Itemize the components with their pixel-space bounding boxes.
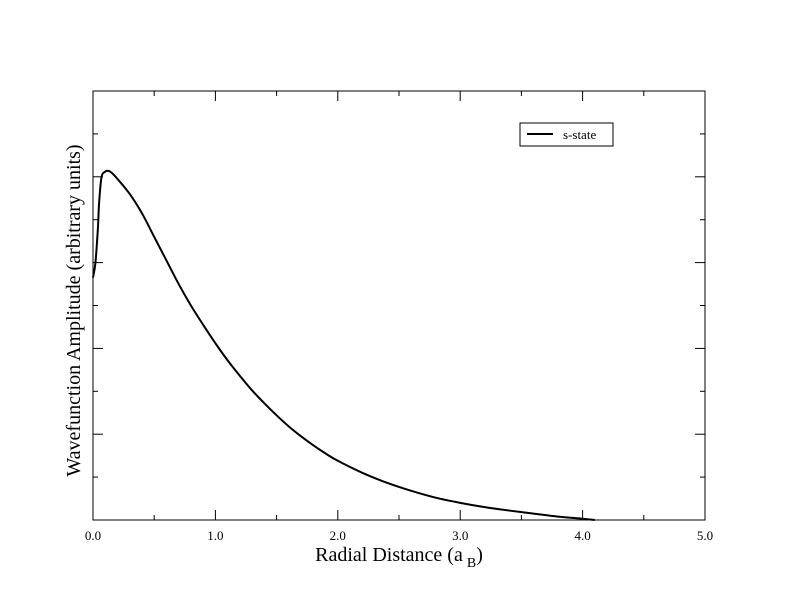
legend-box xyxy=(519,122,614,147)
x-axis-label-subscript: B xyxy=(467,556,476,571)
axis-ticks xyxy=(92,91,706,520)
x-tick-label: 2.0 xyxy=(330,528,346,543)
x-tick-label: 3.0 xyxy=(452,528,468,543)
x-axis-label: Radial Distance (a B) xyxy=(315,544,483,571)
x-axis-label-close: ) xyxy=(476,544,483,566)
x-tick-label: 1.0 xyxy=(207,528,223,543)
legend: s-state xyxy=(519,122,614,147)
x-tick-label: 0.0 xyxy=(85,528,101,543)
x-tick-label: 5.0 xyxy=(697,528,713,543)
y-axis-label: Wavefunction Amplitude (arbitrary units) xyxy=(63,144,85,476)
x-tick-labels: 0.0 1.0 2.0 3.0 4.0 5.0 xyxy=(85,528,713,543)
plot-area-frame xyxy=(92,90,706,521)
x-axis-label-text: Radial Distance (a xyxy=(315,544,463,566)
legend-label-s-state: s-state xyxy=(563,127,596,142)
series-line-s-state xyxy=(92,169,595,521)
x-tick-label: 4.0 xyxy=(574,528,590,543)
